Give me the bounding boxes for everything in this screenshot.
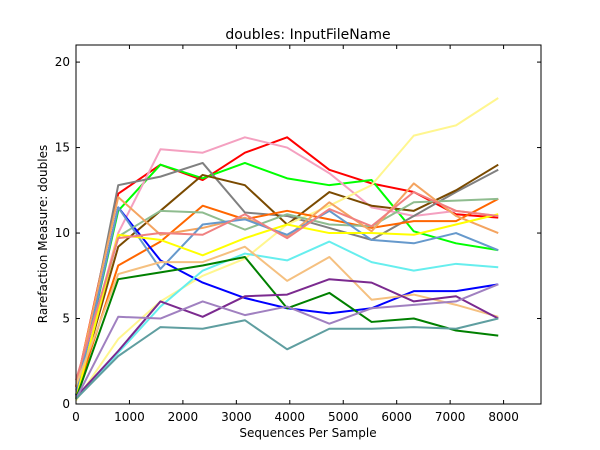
series-line-17	[75, 278, 499, 398]
series-line-11	[75, 206, 499, 396]
series-layer	[75, 97, 499, 402]
axes-layer: 0 1000 2000 3000 4000 5000 6000 7000 8000 0 5 10 15 2…	[55, 44, 542, 424]
series-line-13	[75, 191, 499, 381]
x-tick-label: 7000	[435, 410, 466, 424]
series-line-14	[75, 240, 499, 400]
x-tick-label: 2000	[168, 410, 199, 424]
y-tick-label: 0	[62, 397, 70, 411]
series-line-9	[75, 197, 499, 398]
x-tick-label: 8000	[488, 410, 519, 424]
series-line-16	[75, 255, 499, 400]
x-tick-label: 4000	[275, 410, 306, 424]
series-line-19	[75, 317, 499, 400]
chart-title: doubles: InputFileName	[225, 27, 390, 43]
plot-frame	[75, 44, 542, 405]
y-tick-label: 5	[62, 312, 70, 326]
series-line-3	[75, 136, 499, 391]
series-line-10	[75, 182, 499, 388]
x-tick-label: 0	[72, 410, 80, 424]
series-line-1	[75, 136, 499, 388]
series-line-4	[75, 161, 499, 400]
x-tick-label: 3000	[221, 410, 252, 424]
series-line-12	[75, 213, 499, 400]
y-tick-label: 10	[55, 226, 70, 240]
series-line-18	[75, 283, 499, 400]
x-axis-label: Sequences Per Sample	[239, 426, 376, 440]
y-axis-label: Rarefaction Measure: doubles	[36, 145, 50, 323]
x-tick-label: 6000	[381, 410, 412, 424]
y-tick-label: 15	[55, 141, 70, 155]
series-line-15	[75, 245, 499, 386]
series-line-2	[75, 161, 499, 396]
series-line-6	[75, 97, 499, 402]
y-tick-label: 20	[55, 55, 70, 69]
x-tick-label: 1000	[114, 410, 145, 424]
x-tick-label: 5000	[328, 410, 359, 424]
